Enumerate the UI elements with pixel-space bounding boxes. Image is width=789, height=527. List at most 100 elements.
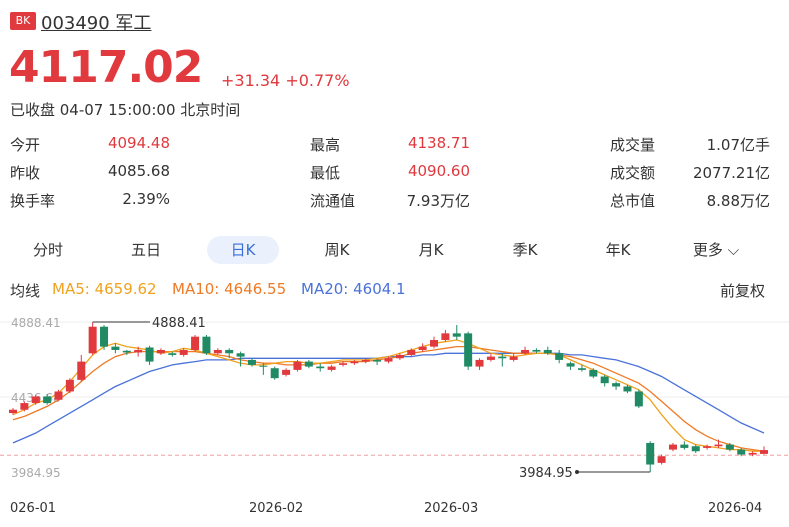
market-status: 已收盘 04-07 15:00:00 北京时间 bbox=[10, 101, 241, 119]
candle-body bbox=[293, 361, 302, 370]
candle-body bbox=[179, 349, 188, 355]
tab-4[interactable]: 月K bbox=[418, 241, 444, 259]
price-change: +31.34 +0.77% bbox=[221, 71, 350, 90]
sector-name-link[interactable]: 003490 军工 bbox=[41, 13, 152, 34]
candle-body bbox=[452, 333, 461, 337]
candle-body bbox=[145, 347, 154, 362]
adjust-toggle[interactable]: 前复权 bbox=[720, 282, 766, 300]
candle-body bbox=[555, 353, 564, 360]
candle-body bbox=[361, 359, 370, 362]
candle-body bbox=[418, 346, 427, 350]
tab-3[interactable]: 周K bbox=[324, 241, 350, 259]
candle-body bbox=[714, 444, 723, 447]
ma20-line bbox=[12, 352, 765, 444]
candle-body bbox=[566, 363, 575, 367]
stat-value: 2.39% bbox=[122, 190, 170, 208]
candle-body bbox=[9, 409, 17, 414]
stat-label: 总市值 bbox=[610, 192, 656, 210]
stat-label: 最高 bbox=[310, 136, 341, 154]
candle-body bbox=[338, 363, 347, 365]
candle-body bbox=[441, 333, 450, 340]
stat-label: 成交量 bbox=[610, 136, 656, 154]
candle-body bbox=[191, 336, 200, 350]
candle-body bbox=[748, 452, 757, 455]
stat-value: 4090.60 bbox=[407, 162, 470, 180]
candle-body bbox=[509, 356, 518, 360]
stat-label: 成交额 bbox=[610, 164, 656, 182]
high-marker-label: 4888.41 bbox=[152, 316, 206, 331]
candle-body bbox=[407, 349, 416, 355]
candle-body bbox=[122, 350, 131, 353]
ma-label: 均线 bbox=[10, 282, 41, 300]
candle-body bbox=[168, 353, 177, 355]
tab-7[interactable]: 更多 ⌵ bbox=[692, 241, 740, 259]
stat-label: 昨收 bbox=[10, 164, 41, 182]
x-tick-label: 2026-03 bbox=[424, 501, 478, 516]
y-tick-label: 3984.95 bbox=[11, 466, 61, 480]
candle-body bbox=[247, 359, 256, 365]
candle-body bbox=[430, 339, 439, 347]
candle-body bbox=[600, 376, 609, 384]
candle-body bbox=[577, 368, 586, 370]
stat-value: 4094.48 bbox=[107, 134, 170, 152]
candle-body bbox=[327, 366, 336, 370]
tab-5[interactable]: 季K bbox=[512, 241, 538, 259]
candle-body bbox=[657, 456, 666, 463]
candle-body bbox=[20, 403, 29, 410]
ma20-value: MA20: 4604.1 bbox=[301, 280, 406, 298]
stat-value: 4138.71 bbox=[407, 134, 470, 152]
candle-body bbox=[760, 450, 768, 454]
ma5-value: MA5: 4659.62 bbox=[52, 280, 157, 298]
candle-body bbox=[304, 361, 313, 367]
candle-body bbox=[43, 396, 52, 404]
kline-chart[interactable]: 4888.414436.683984.954888.413984.95026-0… bbox=[0, 300, 789, 527]
candle-body bbox=[100, 326, 109, 347]
x-tick-label: 2026-02 bbox=[249, 501, 303, 516]
stat-value: 8.88万亿 bbox=[706, 192, 770, 210]
candle-body bbox=[350, 361, 359, 364]
candle-body bbox=[634, 391, 643, 407]
candle-body bbox=[31, 396, 40, 404]
candle-body bbox=[486, 356, 495, 360]
candle-body bbox=[77, 361, 86, 380]
candle-body bbox=[65, 379, 74, 392]
stat-label: 换手率 bbox=[10, 192, 56, 210]
candle-body bbox=[395, 354, 404, 359]
candle-body bbox=[213, 349, 222, 354]
low-marker-label: 3984.95 bbox=[519, 466, 573, 481]
low-marker-dot bbox=[575, 470, 579, 474]
stat-value: 4085.68 bbox=[107, 162, 170, 180]
candle-body bbox=[498, 356, 507, 359]
candle-body bbox=[668, 444, 677, 450]
x-tick-label: 2026-04 bbox=[708, 501, 762, 516]
candle-body bbox=[316, 366, 325, 369]
tab-6[interactable]: 年K bbox=[605, 241, 631, 259]
candle-body bbox=[589, 369, 598, 377]
tab-2[interactable]: 日K bbox=[207, 236, 279, 264]
candle-body bbox=[737, 449, 746, 455]
y-tick-label: 4888.41 bbox=[11, 316, 61, 330]
candle-body bbox=[88, 326, 97, 354]
candle-body bbox=[236, 353, 245, 357]
candle-body bbox=[532, 349, 541, 352]
stat-label: 最低 bbox=[310, 164, 341, 182]
stat-value: 7.93万亿 bbox=[406, 192, 470, 210]
candle-body bbox=[623, 386, 632, 392]
candle-body bbox=[384, 358, 393, 362]
candle-body bbox=[543, 349, 552, 354]
candle-body bbox=[475, 359, 484, 367]
candle-body bbox=[725, 444, 734, 450]
change-value: +31.34 bbox=[221, 71, 281, 90]
candle-body bbox=[373, 359, 382, 362]
candle-body bbox=[225, 349, 234, 354]
stat-value: 2077.21亿 bbox=[692, 164, 770, 182]
tab-1[interactable]: 五日 bbox=[130, 241, 161, 259]
candle-body bbox=[646, 442, 655, 465]
candle-body bbox=[202, 336, 211, 354]
sector-badge: BK bbox=[10, 12, 36, 30]
change-percent: +0.77% bbox=[285, 71, 350, 90]
tab-0[interactable]: 分时 bbox=[32, 241, 63, 259]
stat-label: 流通值 bbox=[310, 192, 356, 210]
x-tick-label: 026-01 bbox=[10, 501, 56, 516]
candle-body bbox=[111, 346, 120, 350]
